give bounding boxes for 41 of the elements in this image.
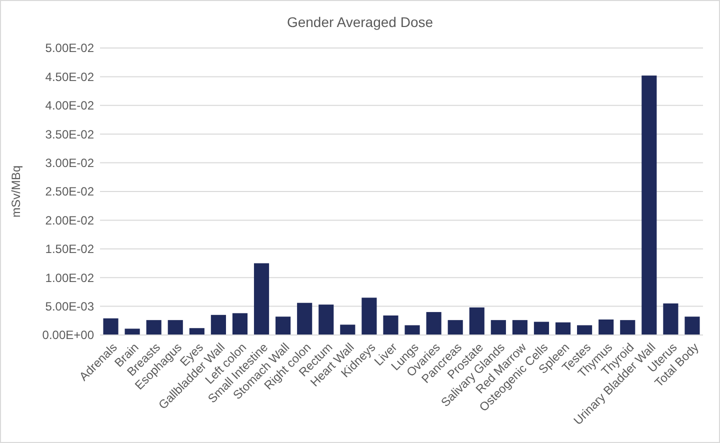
bar — [620, 320, 636, 335]
y-tick-label: 2.50E-02 — [45, 184, 94, 199]
bar — [318, 304, 334, 335]
y-tick-label: 3.00E-02 — [45, 156, 94, 170]
bar — [684, 316, 700, 335]
y-tick-label: 1.50E-02 — [45, 242, 94, 256]
bar — [426, 312, 442, 335]
y-tick-label: 0.00E+00 — [42, 328, 94, 342]
bar — [490, 320, 506, 335]
bar — [362, 298, 377, 335]
y-tick-label: 3.50E-02 — [45, 127, 94, 142]
y-tick-label: 5.00E-03 — [45, 300, 94, 314]
bar — [146, 320, 162, 335]
bar — [598, 320, 614, 335]
bar — [448, 320, 463, 335]
bar — [232, 313, 248, 335]
bar — [189, 328, 204, 335]
y-tick-label: 5.00E-02 — [45, 41, 94, 56]
bar — [124, 328, 140, 335]
bar — [404, 325, 420, 335]
bar — [168, 320, 183, 335]
y-tick-label: 4.50E-02 — [45, 70, 94, 84]
bar — [340, 324, 356, 335]
bar — [642, 76, 657, 335]
bar — [555, 322, 571, 335]
bar — [512, 320, 528, 335]
bar — [276, 316, 291, 335]
y-tick-label: 4.00E-02 — [45, 98, 94, 113]
y-axis-title: mSv/MBq — [9, 165, 23, 218]
bar — [469, 307, 484, 335]
bar — [254, 263, 270, 335]
y-tick-label: 2.00E-02 — [45, 213, 94, 228]
y-tick-label: 1.00E-02 — [45, 270, 94, 285]
bar — [534, 322, 550, 335]
bar — [383, 315, 398, 335]
bar — [577, 325, 592, 335]
bar — [663, 303, 678, 335]
bar — [210, 314, 226, 335]
bar — [297, 302, 312, 335]
chart-title: Gender Averaged Dose — [286, 14, 434, 30]
bar — [103, 318, 118, 335]
